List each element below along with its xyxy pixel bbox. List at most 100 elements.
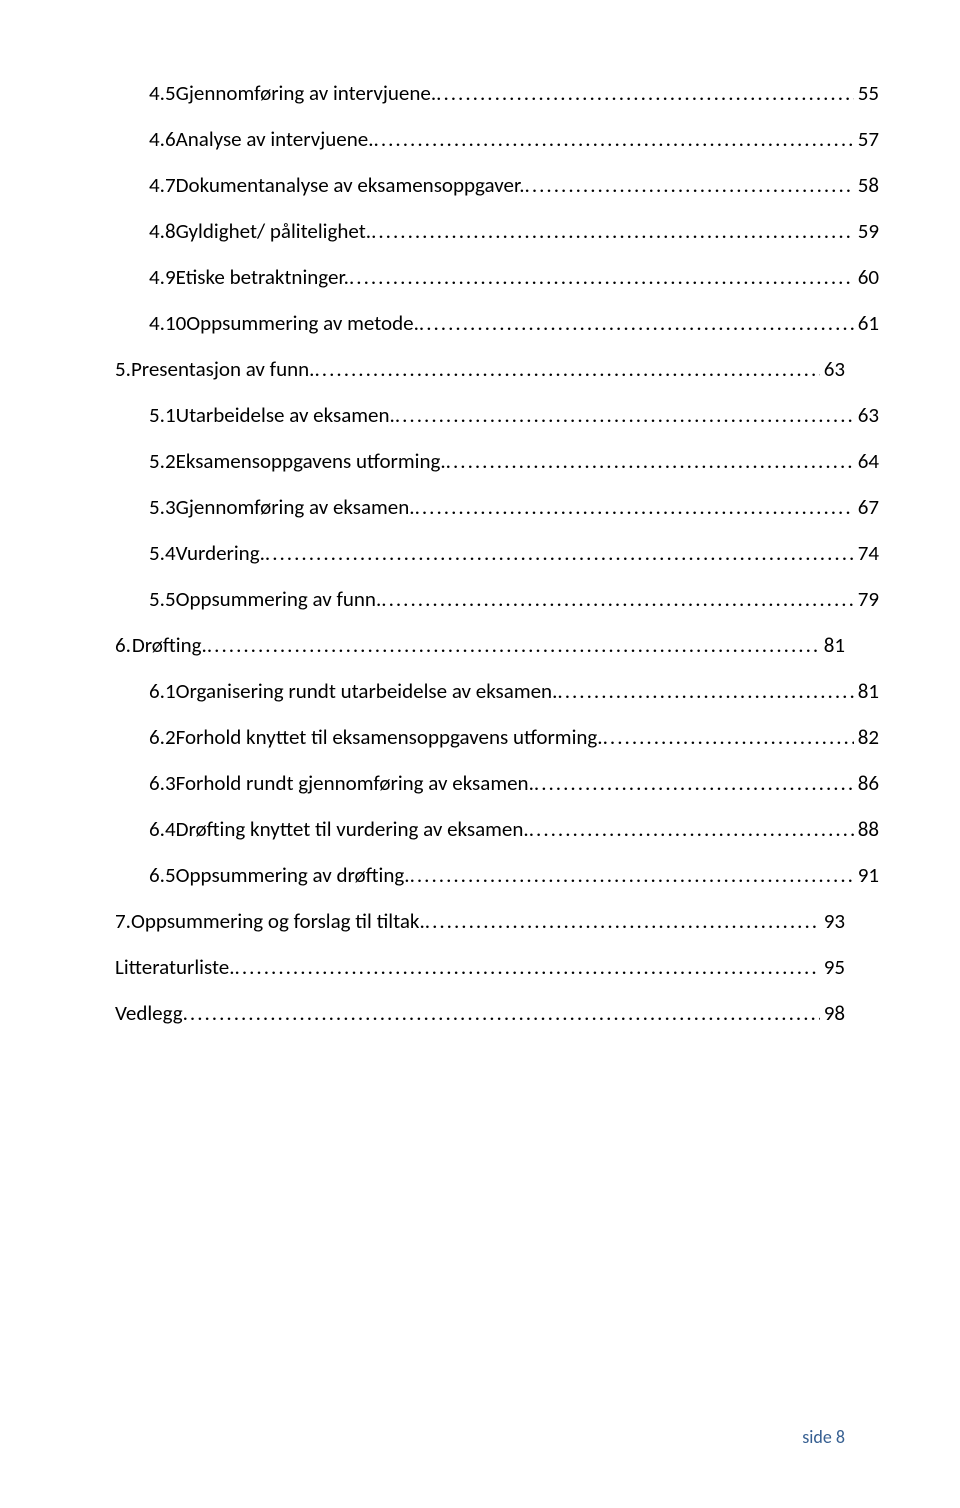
toc-entry-label: Vedlegg <box>115 1000 183 1026</box>
toc-leader-dots <box>374 126 854 152</box>
toc-entry-page: 98 <box>820 1000 845 1026</box>
toc-leader-dots <box>557 678 853 704</box>
toc-entry-label: Utarbeidelse av eksamen. <box>176 402 395 428</box>
toc-leader-dots <box>183 1000 820 1026</box>
toc-entry-page: 67 <box>854 494 879 520</box>
toc-entry-number: 5.5 <box>149 586 176 612</box>
toc-entry-label: Forhold rundt gjennomføring av eksamen. <box>176 770 534 796</box>
toc-entry-page: 64 <box>854 448 879 474</box>
toc-entry-number: 7. <box>115 908 131 934</box>
toc-entry-page: 60 <box>854 264 879 290</box>
toc-leader-dots <box>419 310 854 336</box>
toc-leader-dots <box>349 264 854 290</box>
table-of-contents: 4.5Gjennomføring av intervjuene. 554.6An… <box>115 80 845 1026</box>
toc-entry-page: 63 <box>820 356 845 382</box>
toc-entry: 5.5Oppsummering av funn. 79 <box>149 586 879 612</box>
toc-entry-page: 81 <box>820 632 845 658</box>
toc-entry: 6.3Forhold rundt gjennomføring av eksame… <box>149 770 879 796</box>
toc-entry-label: Etiske betraktninger. <box>176 264 349 290</box>
toc-entry-number: 6.5 <box>149 862 176 888</box>
toc-entry: 5.4Vurdering. 74 <box>149 540 879 566</box>
toc-leader-dots <box>529 816 854 842</box>
toc-leader-dots <box>235 954 820 980</box>
toc-entry-label: Oppsummering og forslag til tiltak. <box>131 908 425 934</box>
toc-entry-number: 6. <box>115 632 132 658</box>
toc-entry: 4.8Gyldighet/ pålitelighet. 59 <box>149 218 879 244</box>
toc-entry-page: 55 <box>854 80 879 106</box>
toc-entry-page: 57 <box>854 126 879 152</box>
toc-entry-number: 4.10 <box>149 310 186 336</box>
toc-leader-dots <box>534 770 854 796</box>
toc-entry-number: 6.1 <box>149 678 176 704</box>
toc-entry: 5.3Gjennomføring av eksamen. 67 <box>149 494 879 520</box>
toc-entry-number: 5. <box>115 356 131 382</box>
toc-leader-dots <box>415 494 854 520</box>
toc-entry: 5.2Eksamensoppgavens utforming. 64 <box>149 448 879 474</box>
toc-entry-label: Vurdering. <box>176 540 265 566</box>
toc-leader-dots <box>446 448 854 474</box>
toc-entry-page: 61 <box>854 310 879 336</box>
toc-entry-number: 6.4 <box>149 816 176 842</box>
toc-entry-label: Oppsummering av metode. <box>186 310 419 336</box>
toc-entry-label: Oppsummering av drøfting. <box>176 862 410 888</box>
toc-entry: 4.9Etiske betraktninger. 60 <box>149 264 879 290</box>
toc-entry-label: Oppsummering av funn. <box>176 586 382 612</box>
toc-leader-dots <box>525 172 854 198</box>
toc-entry-label: Gjennomføring av eksamen. <box>176 494 415 520</box>
toc-entry-number: 5.2 <box>149 448 176 474</box>
toc-entry-number: 5.3 <box>149 494 176 520</box>
toc-leader-dots <box>381 586 853 612</box>
toc-entry-label: Drøfting. <box>132 632 207 658</box>
toc-entry-page: 63 <box>854 402 879 428</box>
toc-entry-label: Dokumentanalyse av eksamensoppgaver. <box>176 172 525 198</box>
toc-entry-page: 95 <box>820 954 845 980</box>
toc-entry-label: Gyldighet/ pålitelighet. <box>176 218 371 244</box>
toc-entry-label: Litteraturliste. <box>115 954 235 980</box>
toc-entry: 4.7Dokumentanalyse av eksamensoppgaver. … <box>149 172 879 198</box>
toc-leader-dots <box>371 218 854 244</box>
toc-entry: 6.1Organisering rundt utarbeidelse av ek… <box>149 678 879 704</box>
toc-entry-number: 4.8 <box>149 218 176 244</box>
toc-entry-number: 4.7 <box>149 172 176 198</box>
page-footer: side 8 <box>802 1426 845 1448</box>
toc-entry-page: 58 <box>854 172 879 198</box>
toc-entry-page: 86 <box>854 770 879 796</box>
toc-entry-page: 74 <box>854 540 879 566</box>
toc-leader-dots <box>410 862 854 888</box>
toc-entry: Vedlegg 98 <box>115 1000 845 1026</box>
toc-entry: 7.Oppsummering og forslag til tiltak. 93 <box>115 908 845 934</box>
toc-entry-page: 82 <box>854 724 879 750</box>
toc-entry: 6.2Forhold knyttet til eksamensoppgavens… <box>149 724 879 750</box>
toc-entry-page: 59 <box>854 218 879 244</box>
toc-entry-number: 4.5 <box>149 80 176 106</box>
toc-entry: 5.1Utarbeidelse av eksamen. 63 <box>149 402 879 428</box>
toc-entry-page: 81 <box>854 678 879 704</box>
toc-entry-number: 4.9 <box>149 264 176 290</box>
toc-entry-label: Eksamensoppgavens utforming. <box>176 448 446 474</box>
toc-entry: 5.Presentasjon av funn. 63 <box>115 356 845 382</box>
toc-leader-dots <box>314 356 819 382</box>
toc-leader-dots <box>395 402 854 428</box>
toc-entry-label: Organisering rundt utarbeidelse av eksam… <box>176 678 558 704</box>
toc-entry: 4.5Gjennomføring av intervjuene. 55 <box>149 80 879 106</box>
toc-entry: 4.6Analyse av intervjuene. 57 <box>149 126 879 152</box>
toc-entry-label: Analyse av intervjuene. <box>176 126 374 152</box>
toc-entry: 6.4Drøfting knyttet til vurdering av eks… <box>149 816 879 842</box>
toc-leader-dots <box>207 632 820 658</box>
toc-entry: 6.5Oppsummering av drøfting. 91 <box>149 862 879 888</box>
toc-entry-number: 6.2 <box>149 724 176 750</box>
toc-leader-dots <box>436 80 854 106</box>
toc-entry-number: 6.3 <box>149 770 176 796</box>
toc-entry: 4.10Oppsummering av metode. 61 <box>149 310 879 336</box>
toc-entry-label: Gjennomføring av intervjuene. <box>176 80 437 106</box>
toc-leader-dots <box>265 540 854 566</box>
toc-entry: Litteraturliste. 95 <box>115 954 845 980</box>
toc-entry: 6.Drøfting. 81 <box>115 632 845 658</box>
toc-entry-label: Forhold knyttet til eksamensoppgavens ut… <box>176 724 603 750</box>
toc-entry-page: 93 <box>820 908 845 934</box>
toc-page: 4.5Gjennomføring av intervjuene. 55 4.6An… <box>0 0 960 1026</box>
toc-entry-page: 79 <box>854 586 879 612</box>
toc-entry-number: 5.1 <box>149 402 176 428</box>
toc-entry-page: 88 <box>854 816 879 842</box>
toc-leader-dots <box>603 724 854 750</box>
